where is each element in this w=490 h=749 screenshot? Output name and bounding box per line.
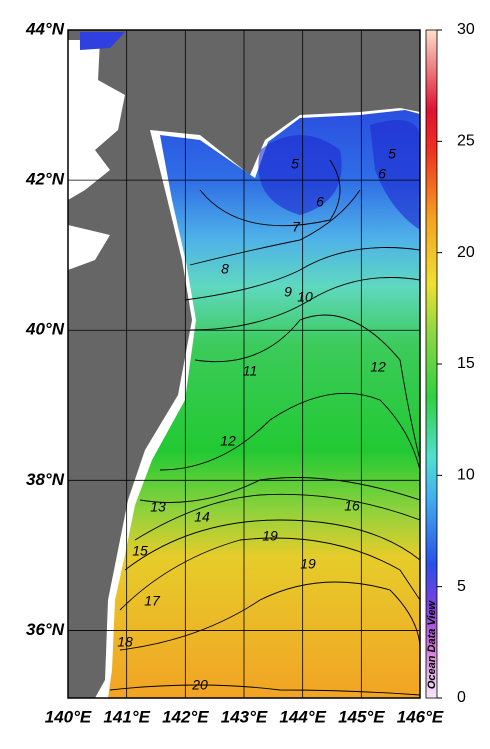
colorbar-tick-label: 5 xyxy=(457,578,466,595)
graticule xyxy=(68,30,420,698)
contour-label: 12 xyxy=(220,433,236,449)
strait xyxy=(68,225,110,270)
lon-tick-label: 140°E xyxy=(45,707,92,726)
lon-tick-label: 143°E xyxy=(221,707,268,726)
contour-label: 19 xyxy=(262,528,278,544)
colorbar-tick-label: 25 xyxy=(457,133,475,150)
contour-label: 7 xyxy=(292,219,301,235)
lat-tick-label: 38°N xyxy=(26,470,65,489)
lat-tick-label: 40°N xyxy=(25,320,65,339)
colorbar-tick-label: 20 xyxy=(457,244,475,261)
lon-tick-label: 146°E xyxy=(397,707,444,726)
contour-label: 13 xyxy=(150,499,166,515)
contour-label: 17 xyxy=(144,593,161,609)
axes: 140°E 141°E 142°E 143°E 144°E 145°E 146°E 36°N 3… xyxy=(25,19,475,726)
colorbar-tick-label: 10 xyxy=(457,467,475,484)
watermark: Ocean Data View xyxy=(426,599,438,689)
contour-label: 10 xyxy=(297,289,313,305)
contour-label: 20 xyxy=(191,677,208,693)
colorbar-tick-label: 30 xyxy=(457,21,475,38)
contour-label: 6 xyxy=(378,166,386,182)
contour-label: 15 xyxy=(132,543,148,559)
colorbar-tick-label: 15 xyxy=(457,355,475,372)
contour-label: 6 xyxy=(316,194,324,210)
contour-label: 16 xyxy=(344,498,360,514)
ocean-patch xyxy=(80,32,125,50)
lat-tick-label: 42°N xyxy=(25,170,65,189)
lon-tick-label: 141°E xyxy=(103,707,150,726)
contour-lines xyxy=(109,159,420,696)
contour-label: 8 xyxy=(221,261,229,277)
ocean-field xyxy=(108,110,420,698)
lat-tick-label: 36°N xyxy=(26,620,65,639)
contour-label: 5 xyxy=(388,146,396,162)
lon-tick-label: 145°E xyxy=(338,707,385,726)
map-frame xyxy=(67,29,421,699)
cold-eddy xyxy=(258,135,342,215)
lat-tick-label: 44°N xyxy=(25,19,65,38)
lon-tick-label: 144°E xyxy=(279,707,326,726)
contour-label: 12 xyxy=(370,359,386,375)
contour-label: 9 xyxy=(284,284,292,300)
colorbar xyxy=(425,29,438,699)
contour-label: 14 xyxy=(194,509,210,525)
lon-tick-label: 142°E xyxy=(162,707,209,726)
strait xyxy=(68,40,125,200)
contour-label: 18 xyxy=(117,634,133,650)
contour-label: 19 xyxy=(300,556,316,572)
contour-label: 11 xyxy=(243,363,258,379)
contour-label: 5 xyxy=(291,156,299,172)
cold-eddy xyxy=(370,120,420,230)
colorbar-tick-label: 0 xyxy=(457,689,466,706)
